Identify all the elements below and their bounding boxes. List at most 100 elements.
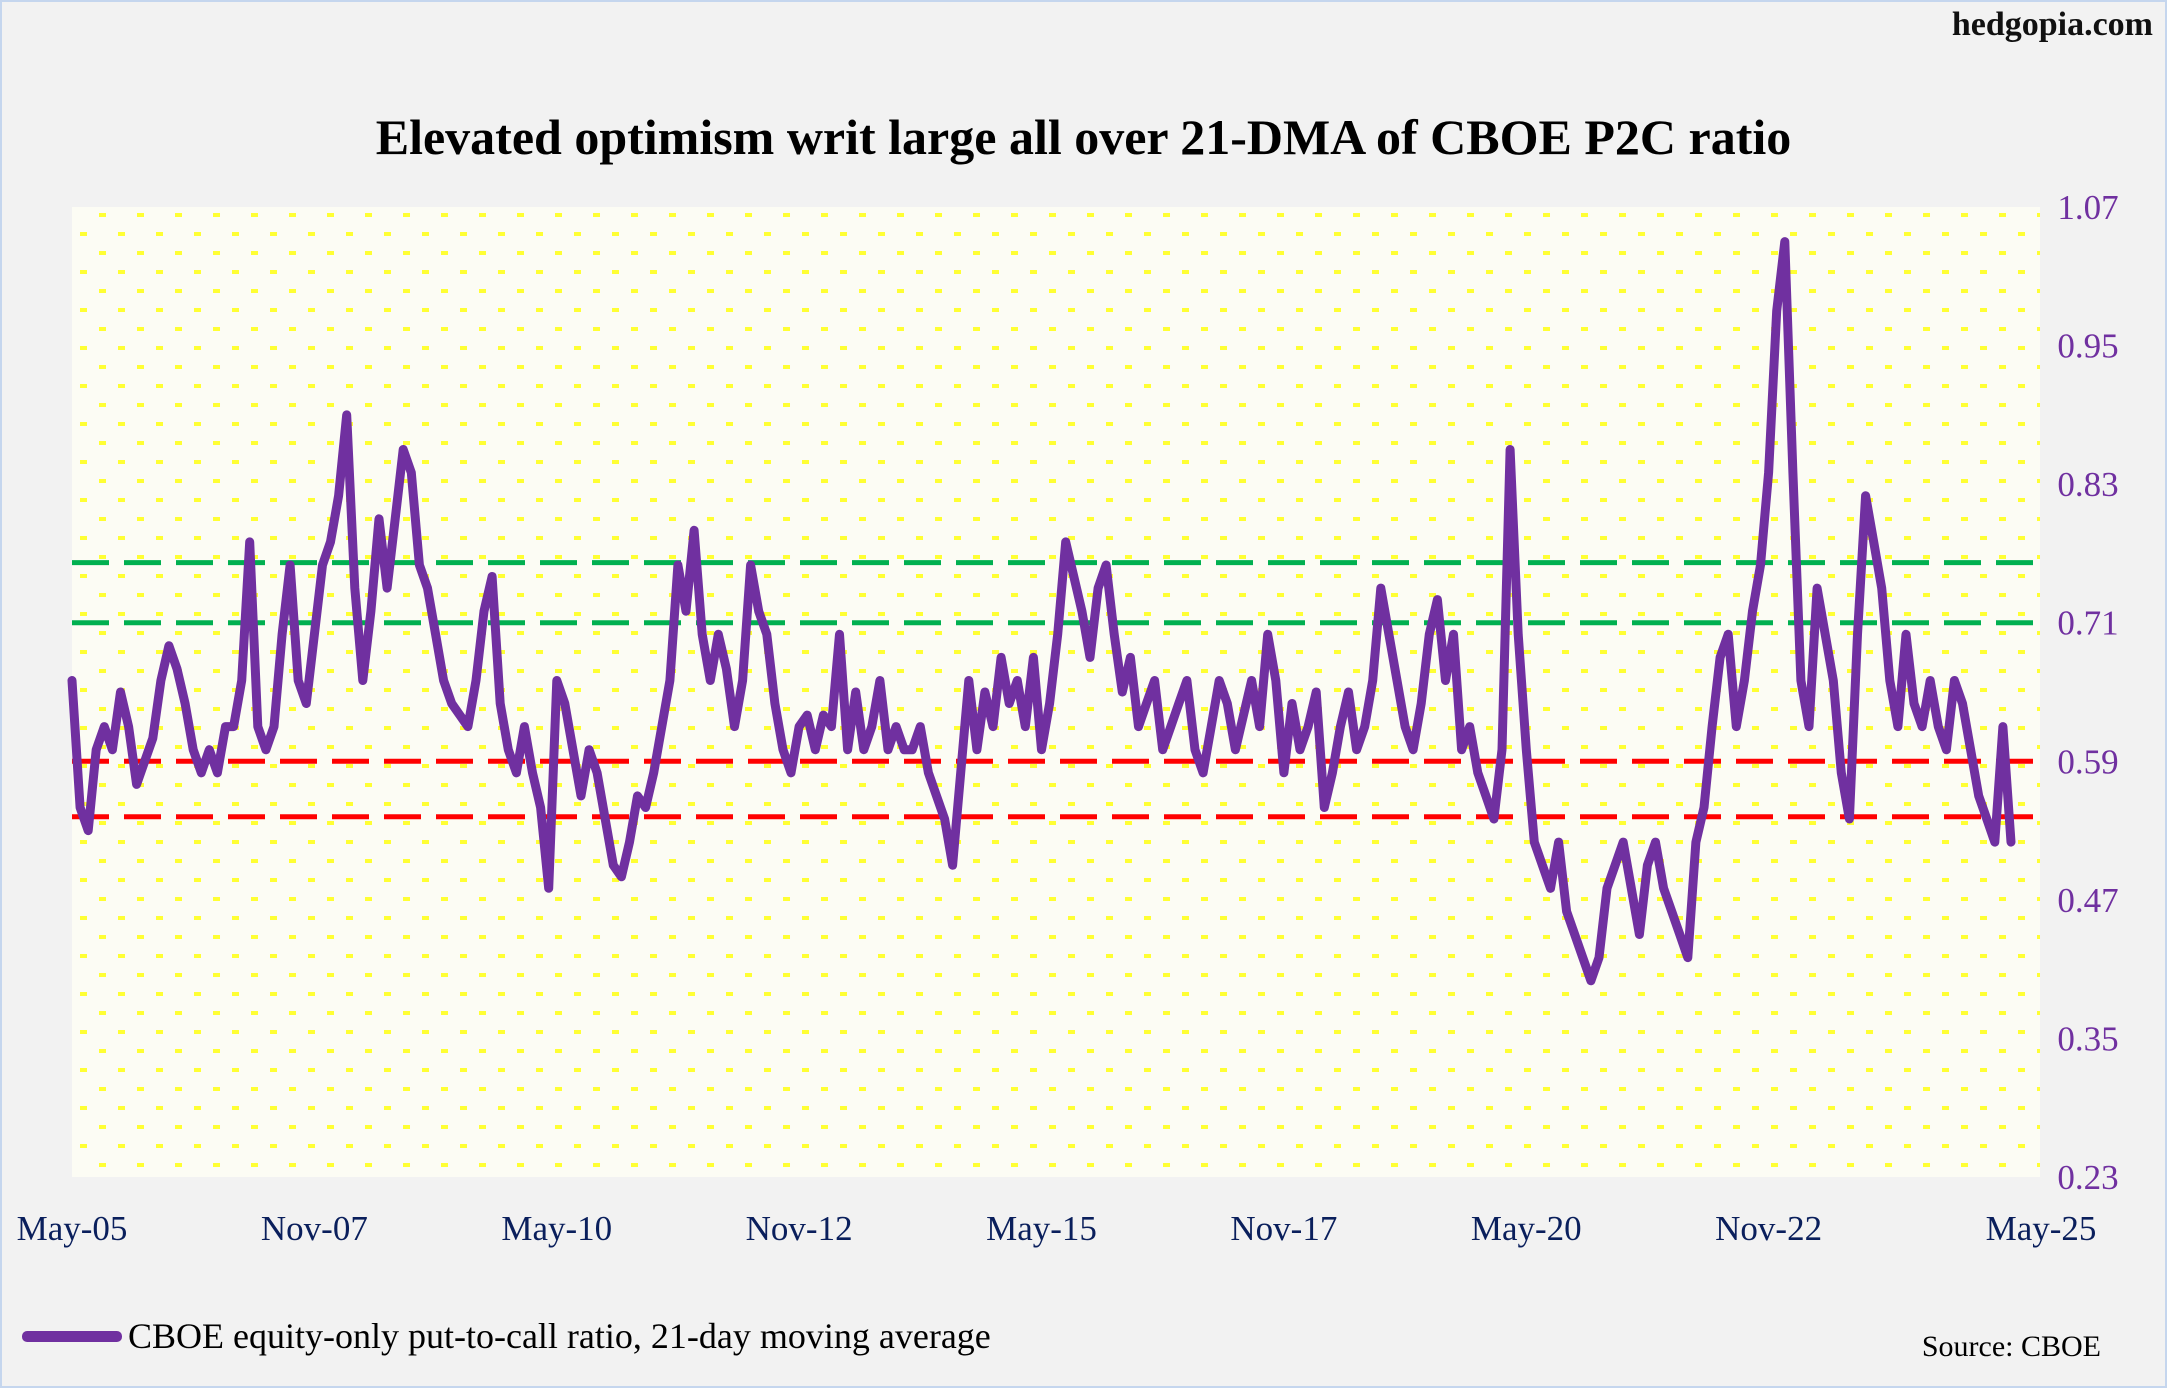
data-point xyxy=(1926,676,1935,685)
data-point xyxy=(989,722,998,731)
data-point xyxy=(237,676,246,685)
data-point xyxy=(778,745,787,754)
data-point xyxy=(350,584,359,593)
data-point xyxy=(649,768,658,777)
data-point xyxy=(1045,699,1054,708)
data-point xyxy=(980,688,989,696)
data-point xyxy=(1724,630,1733,639)
data-point xyxy=(1683,953,1692,962)
data-point xyxy=(1498,745,1507,754)
data-point xyxy=(399,445,408,454)
data-point xyxy=(964,676,973,685)
data-point xyxy=(1255,722,1264,731)
data-point xyxy=(1530,838,1539,847)
data-point xyxy=(601,815,610,824)
data-point xyxy=(1134,722,1143,731)
data-point xyxy=(1215,676,1224,685)
y-tick-label: 0.83 xyxy=(2057,465,2118,504)
data-point xyxy=(1845,815,1854,824)
data-point xyxy=(124,722,133,731)
data-point xyxy=(148,734,157,743)
data-point xyxy=(1522,745,1531,754)
data-point xyxy=(956,768,965,777)
data-point xyxy=(1861,491,1870,500)
data-point xyxy=(205,745,214,754)
data-point xyxy=(431,630,440,639)
data-point xyxy=(1562,907,1571,916)
data-point xyxy=(269,722,278,731)
data-point xyxy=(1942,745,1951,754)
data-point xyxy=(1312,688,1321,696)
data-point xyxy=(1974,791,1983,800)
data-point xyxy=(383,584,392,593)
data-point xyxy=(875,676,884,685)
data-point xyxy=(1061,537,1070,546)
data-point xyxy=(746,560,755,569)
data-point xyxy=(463,722,472,731)
data-point xyxy=(1247,676,1256,685)
data-point xyxy=(1627,884,1636,893)
data-point xyxy=(1998,722,2007,731)
data-point xyxy=(924,768,933,777)
data-point xyxy=(439,676,448,685)
data-point xyxy=(1619,838,1628,847)
data-point xyxy=(512,768,521,777)
data-point xyxy=(1126,653,1135,662)
data-point xyxy=(706,676,715,685)
data-point xyxy=(827,722,836,731)
data-point xyxy=(1231,745,1240,754)
data-point xyxy=(1869,537,1878,546)
data-point xyxy=(1053,630,1062,639)
data-point xyxy=(528,768,537,777)
data-point xyxy=(1449,630,1458,639)
data-point xyxy=(617,872,626,881)
data-point xyxy=(116,688,125,696)
data-point xyxy=(1643,861,1652,870)
data-point xyxy=(1796,676,1805,685)
data-point xyxy=(1263,630,1272,639)
data-point xyxy=(1603,884,1612,893)
data-point xyxy=(1918,722,1927,731)
data-point xyxy=(342,410,351,419)
data-point xyxy=(1651,838,1660,847)
data-point xyxy=(1982,815,1991,824)
data-point xyxy=(1360,722,1369,731)
data-point xyxy=(1716,653,1725,662)
data-point xyxy=(552,676,561,685)
data-point xyxy=(213,768,222,777)
data-point xyxy=(1780,237,1789,246)
data-point xyxy=(1821,630,1830,639)
data-point xyxy=(488,572,497,581)
x-tick-label: Nov-22 xyxy=(1715,1209,1822,1248)
x-tick-label: Nov-07 xyxy=(261,1209,368,1248)
data-point xyxy=(730,722,739,731)
data-point xyxy=(1990,838,1999,847)
data-point xyxy=(358,676,367,685)
data-point xyxy=(1853,630,1862,639)
data-point xyxy=(1271,676,1280,685)
data-point xyxy=(1320,803,1329,812)
data-point xyxy=(278,630,287,639)
data-point xyxy=(997,653,1006,662)
data-point xyxy=(609,861,618,870)
x-tick-label: Nov-17 xyxy=(1230,1209,1337,1248)
data-point xyxy=(1699,803,1708,812)
data-point xyxy=(1958,699,1967,708)
data-point xyxy=(1441,676,1450,685)
data-point xyxy=(859,745,868,754)
data-point xyxy=(1409,745,1418,754)
data-point xyxy=(835,630,844,639)
data-point xyxy=(221,722,230,731)
data-point xyxy=(1279,768,1288,777)
data-point xyxy=(1635,930,1644,939)
data-point xyxy=(423,584,432,593)
data-point xyxy=(1570,930,1579,939)
data-point xyxy=(1384,630,1393,639)
data-point xyxy=(1417,699,1426,708)
data-point xyxy=(641,803,650,812)
data-point xyxy=(1748,607,1757,616)
data-point xyxy=(318,560,327,569)
data-point xyxy=(883,745,892,754)
y-tick-label: 0.35 xyxy=(2057,1019,2118,1058)
data-point xyxy=(407,468,416,477)
